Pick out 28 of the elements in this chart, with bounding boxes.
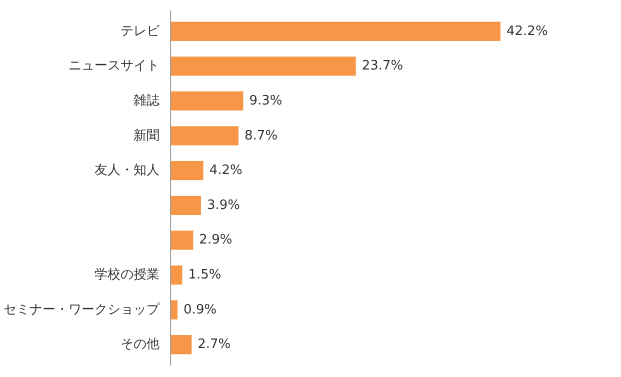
y-tick-label: 雑誌 [134,93,160,108]
bar [170,56,356,76]
y-tick-label: 新聞 [134,128,160,144]
y-tick-label: 友人・知人 [94,163,160,178]
data-label: 0.9% [184,302,217,318]
bar [170,126,239,146]
bar [170,300,178,320]
data-label: 8.7% [244,128,278,144]
y-tick-label: セミナー・ワークショップ [4,302,160,318]
y-tick-label: ニュースサイト [68,58,160,74]
bar [170,230,194,250]
bar [170,91,244,111]
bar [170,161,204,180]
bar [170,335,192,354]
data-label: 3.9% [207,198,240,213]
y-tick-label: その他 [120,337,160,352]
data-label: 23.7% [362,58,404,74]
bar [170,22,500,41]
data-label: 9.3% [249,93,282,108]
y-tick-label: テレビ [120,24,160,39]
bar [170,265,182,285]
data-label: 42.2% [506,24,548,39]
data-label: 2.7% [198,337,231,352]
bar [170,196,201,215]
data-label: 4.2% [209,163,242,178]
y-tick-label: 学校の授業 [94,268,160,283]
data-label: 2.9% [199,232,232,248]
data-label: 1.5% [188,268,222,283]
